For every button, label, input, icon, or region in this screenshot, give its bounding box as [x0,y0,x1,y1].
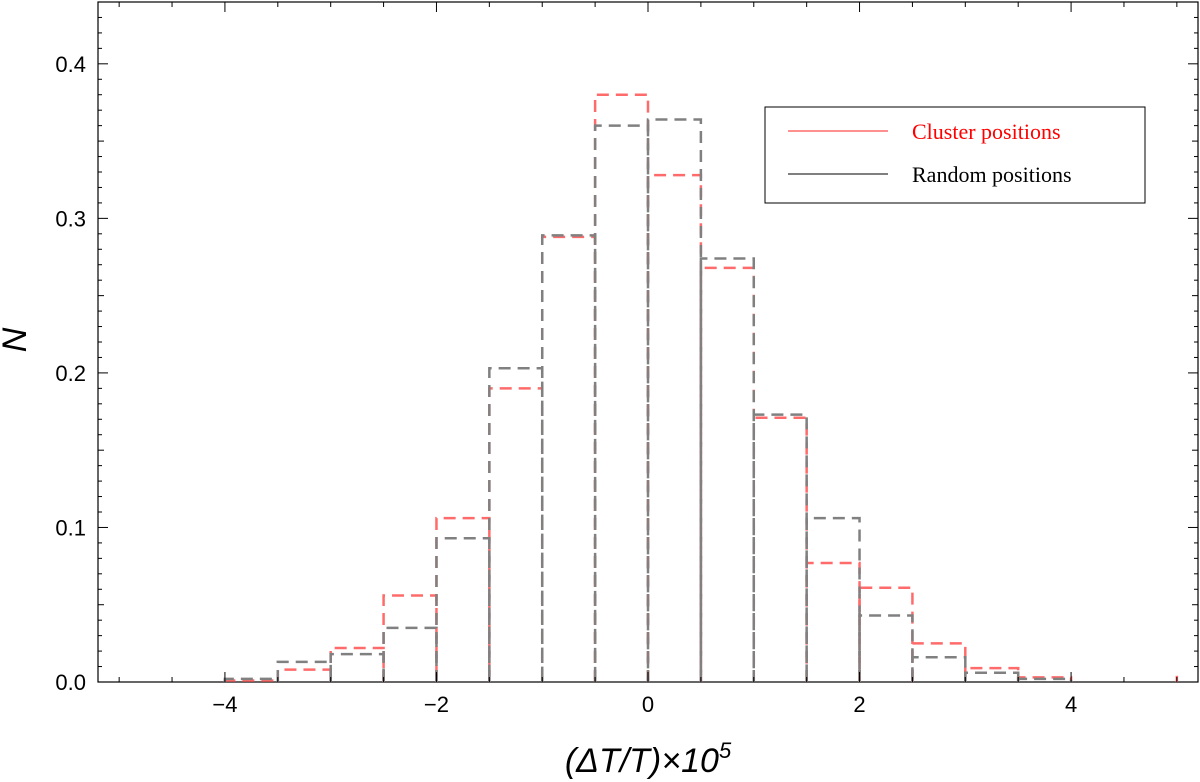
histogram-bar-random [911,656,967,682]
histogram-bar-cluster [435,516,491,682]
y-tick-label: 0.4 [55,52,86,77]
histogram-bar-cluster [540,235,597,682]
legend-label-random: Random positions [912,162,1072,187]
histogram-bar-random [858,614,914,682]
histogram-bar-random [646,118,703,682]
histogram-bar-cluster [276,668,332,682]
histogram-bar-random [382,626,438,682]
axis-ticks [98,1,1198,683]
histogram-bar-cluster [593,93,650,682]
histogram-bar-cluster [646,173,703,682]
histogram-bar-random [329,652,385,682]
histogram-bar-cluster [382,594,438,682]
histogram-bar-cluster [752,416,808,682]
legend-label-cluster: Cluster positions [912,119,1061,144]
histogram-bar-cluster [911,642,967,682]
x-axis-title-main: (ΔT/T)×10 [565,742,719,780]
x-tick-label: −4 [212,692,237,717]
x-tick-label: −2 [424,692,449,717]
histogram-bar-random [964,671,1020,682]
histogram-bar-random [276,660,332,682]
y-tick-label: 0.1 [55,515,86,540]
x-axis-title: (ΔT/T)×105 [565,738,732,780]
histogram-bars [223,93,1179,682]
histogram-bar-random [540,234,597,682]
histogram-bar-cluster [858,586,914,682]
y-tick-label: 0.2 [55,361,86,386]
histogram-bar-cluster [488,387,544,682]
x-axis-title-exponent: 5 [719,738,732,763]
histogram-bar-cluster [805,561,861,682]
histogram-bar-random [752,413,808,682]
histogram-bar-random [488,367,544,682]
y-axis-title: N [0,327,34,352]
histogram-bar-random [593,124,650,682]
legend: Cluster positions Random positions [764,106,1146,204]
y-tick-label: 0.3 [55,206,86,231]
legend-box [764,106,1146,204]
histogram-bar-cluster [699,266,756,682]
histogram-bar-cluster [964,666,1020,682]
y-tick-label: 0.0 [55,670,86,695]
histogram-bar-cluster [329,646,385,682]
histogram-bar-random [435,537,491,682]
histogram-bar-random [805,516,861,682]
x-tick-label: 2 [853,692,865,717]
x-tick-label: 0 [642,692,654,717]
axis-tick-labels: −4 −2 0 2 4 0.0 0.1 0.2 0.3 0.4 [55,52,1077,717]
x-tick-label: 4 [1065,692,1077,717]
histogram-bar-random [699,257,756,682]
